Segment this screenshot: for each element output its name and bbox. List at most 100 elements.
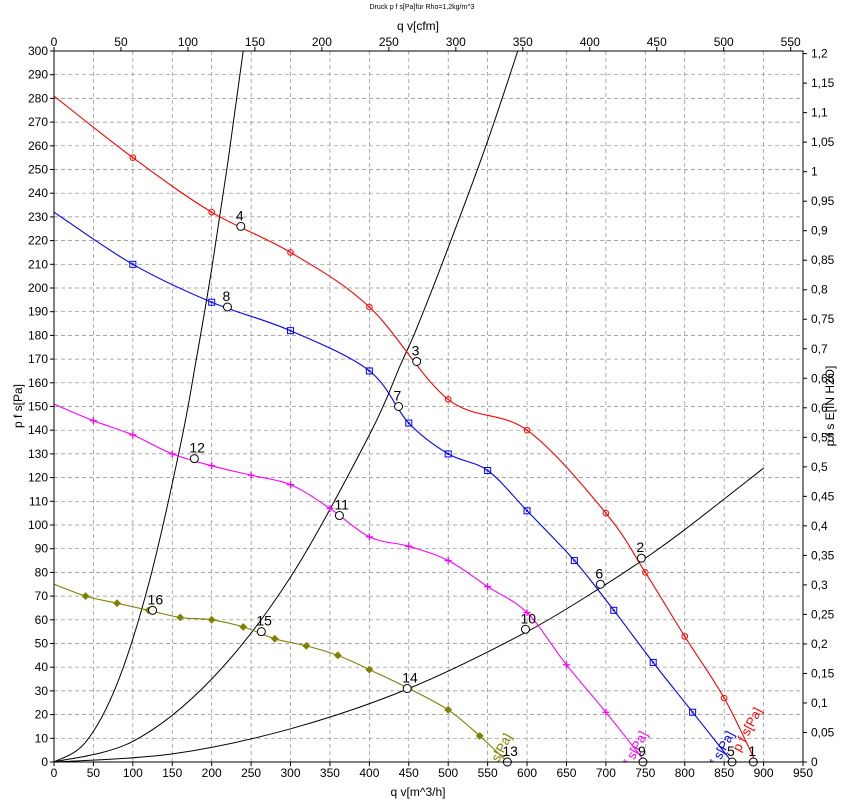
- x2-axis-label: q v[cfm]: [397, 19, 439, 33]
- x2-tick-label: 450: [647, 35, 667, 49]
- y2-tick-label: 0,85: [811, 253, 835, 267]
- y-tick-label: 160: [28, 376, 48, 390]
- x2-tick-label: 350: [513, 35, 533, 49]
- point-label: 1: [748, 743, 756, 759]
- chart-title: Druck p f s[Pa]für Rho=1,2kg/m^3: [369, 4, 474, 11]
- data-marker-dot: [644, 571, 647, 574]
- point-label: 5: [727, 743, 735, 759]
- data-marker: [365, 665, 374, 674]
- point-label: 12: [189, 440, 205, 456]
- data-marker-dot: [407, 422, 410, 425]
- y-tick-label: 200: [28, 281, 48, 295]
- y2-tick-label: 0,55: [811, 430, 835, 444]
- x2-tick-label: 150: [245, 35, 265, 49]
- x2-tick-label: 50: [114, 35, 128, 49]
- y2-tick-label: 0,05: [811, 725, 835, 739]
- data-marker-dot: [210, 301, 213, 304]
- data-marker: [444, 557, 452, 565]
- data-marker: [484, 466, 492, 474]
- data-marker: [81, 592, 90, 601]
- y2-tick-label: 1,05: [811, 135, 835, 149]
- data-marker: [570, 557, 578, 565]
- x2-tick-label: 550: [781, 35, 801, 49]
- data-marker: [176, 613, 185, 622]
- data-marker: [444, 450, 452, 458]
- operating-point: [222, 302, 232, 312]
- y2-tick-label: 0,2: [811, 637, 828, 651]
- y2-tick-label: 0,3: [811, 578, 828, 592]
- data-marker: [129, 154, 137, 161]
- data-marker: [270, 634, 279, 643]
- x-tick-label: 700: [596, 766, 616, 780]
- data-marker-dot: [210, 211, 213, 214]
- y-tick-label: 150: [28, 400, 48, 414]
- y2-axis-label: p f s E[IN H2O]: [823, 366, 837, 447]
- data-marker: [168, 450, 176, 458]
- x2-tick-label: 300: [446, 35, 466, 49]
- operating-point: [412, 356, 422, 366]
- x-tick-label: 300: [281, 766, 301, 780]
- system-curve: [54, 51, 519, 762]
- y-tick-label: 30: [35, 684, 49, 698]
- data-marker: [129, 260, 137, 268]
- x2-tick-label: 250: [379, 35, 399, 49]
- y-tick-label: 220: [28, 234, 48, 248]
- y-tick-label: 300: [28, 44, 48, 58]
- data-marker: [287, 249, 294, 256]
- data-marker: [333, 651, 342, 660]
- data-marker-dot: [131, 156, 134, 159]
- data-marker: [720, 694, 728, 702]
- data-marker: [129, 431, 137, 439]
- data-marker-dot: [447, 452, 450, 455]
- y2-tick-label: 0,4: [811, 519, 828, 533]
- y-tick-label: 250: [28, 163, 48, 177]
- y-tick-label: 70: [35, 589, 49, 603]
- data-marker: [602, 708, 610, 716]
- x-tick-label: 250: [241, 766, 261, 780]
- y-tick-label: 190: [28, 305, 48, 319]
- operating-point: [189, 454, 199, 464]
- point-label: 14: [402, 670, 418, 686]
- y-tick-label: 290: [28, 68, 48, 82]
- data-marker-dot: [723, 697, 726, 699]
- fan-curve: [54, 583, 508, 762]
- data-marker: [208, 462, 216, 470]
- y-tick-label: 230: [28, 210, 48, 224]
- data-marker: [602, 509, 610, 517]
- x-tick-label: 900: [754, 766, 774, 780]
- y2-tick-label: 1,1: [811, 106, 828, 120]
- y2-tick-label: 0,5: [811, 460, 828, 474]
- y2-tick-label: 0,35: [811, 548, 835, 562]
- y2-tick-label: 0,9: [811, 224, 828, 238]
- x-tick-label: 200: [202, 766, 222, 780]
- data-marker: [365, 367, 373, 375]
- operating-point: [595, 579, 605, 589]
- data-marker: [523, 609, 531, 617]
- x-tick-label: 350: [320, 766, 340, 780]
- y-tick-label: 210: [28, 257, 48, 271]
- data-marker: [649, 658, 657, 666]
- x2-tick-label: 500: [714, 35, 734, 49]
- operating-point: [520, 624, 530, 634]
- x-tick-label: 500: [438, 766, 458, 780]
- fan-curve: [54, 403, 646, 762]
- y2-tick-label: 0,7: [811, 342, 828, 356]
- y-tick-label: 100: [28, 518, 48, 532]
- data-marker: [484, 583, 492, 591]
- data-marker-dot: [289, 251, 292, 254]
- operating-point: [236, 221, 246, 231]
- fan-curve: [54, 211, 733, 762]
- point-label: 8: [222, 288, 230, 304]
- data-marker-dot: [368, 306, 371, 308]
- data-marker: [326, 504, 334, 512]
- y2-tick-label: 1,15: [811, 76, 835, 90]
- data-marker: [208, 208, 215, 216]
- x-tick-label: 50: [87, 766, 101, 780]
- x2-tick-label: 100: [178, 35, 198, 49]
- y-tick-label: 170: [28, 352, 48, 366]
- operating-point: [256, 627, 266, 637]
- y-tick-label: 280: [28, 91, 48, 105]
- data-marker: [523, 507, 531, 515]
- y-tick-label: 50: [35, 637, 49, 651]
